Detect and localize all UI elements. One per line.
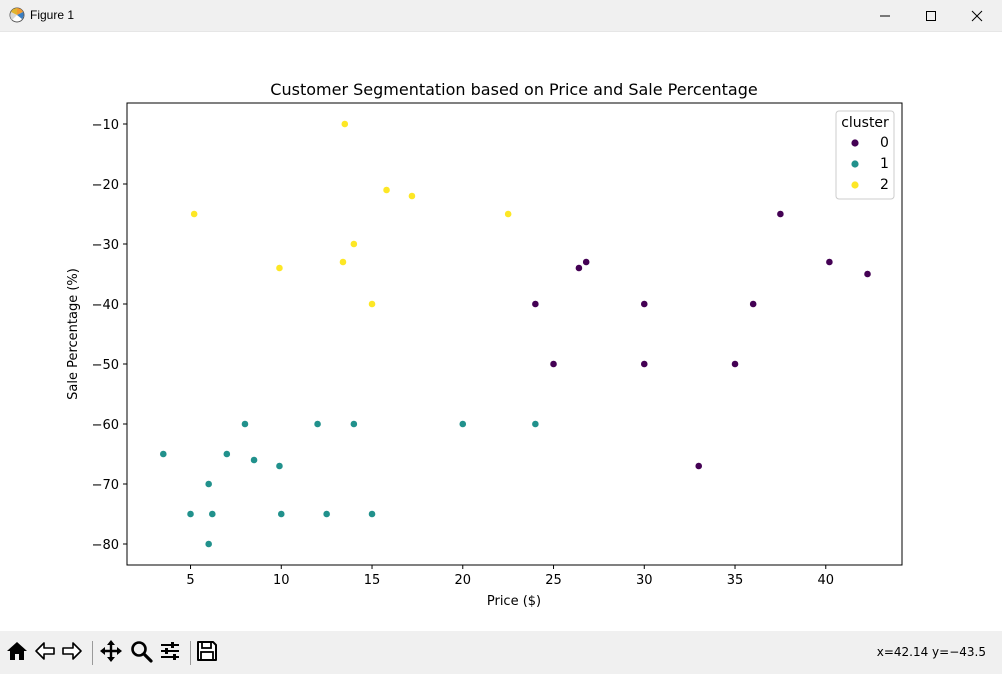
data-point-cluster-1 [350,420,357,427]
data-point-cluster-2 [383,186,390,193]
y-axis-label: Sale Percentage (%) [66,268,81,400]
data-point-cluster-1 [160,450,167,457]
minimize-icon [879,10,891,22]
y-tick-label: −60 [92,418,119,433]
x-tick-label: 40 [817,573,834,588]
y-tick-label: −50 [92,358,119,373]
data-point-cluster-0 [641,360,648,367]
navigation-toolbar: x=42.14 y=−43.5 [0,631,1002,674]
x-tick-label: 10 [273,573,290,588]
back-arrow-icon [33,639,57,667]
zoom-magnifier-icon [129,639,153,667]
data-point-cluster-1 [241,420,248,427]
x-axis-ticks: 5 10 15 20 25 30 35 40 [186,565,834,588]
close-icon [971,10,983,22]
home-icon [5,639,29,667]
window-titlebar: Figure 1 [0,0,1002,32]
x-tick-label: 35 [727,573,744,588]
data-point-cluster-1 [276,462,283,469]
data-point-cluster-0 [583,258,590,265]
maximize-icon [925,10,937,22]
data-point-cluster-1 [205,540,212,547]
toolbar-separator [190,641,191,665]
x-tick-label: 30 [636,573,653,588]
home-button[interactable] [3,639,31,667]
y-tick-label: −30 [92,238,119,253]
data-point-cluster-2 [191,210,198,217]
data-point-cluster-1 [187,510,194,517]
data-point-cluster-0 [777,210,784,217]
plot-area [127,103,902,565]
window-title: Figure 1 [30,8,74,22]
y-tick-label: −40 [92,298,119,313]
data-point-cluster-1 [205,480,212,487]
forward-arrow-icon [60,639,84,667]
chart-title: Customer Segmentation based on Price and… [270,80,757,99]
legend: cluster 0 1 2 [836,111,894,199]
pan-button[interactable] [97,639,125,667]
legend-label-1: 1 [880,156,889,172]
data-point-cluster-1 [250,456,257,463]
data-point-cluster-2 [341,120,348,127]
data-point-cluster-1 [532,420,539,427]
close-button[interactable] [954,0,1000,31]
data-point-cluster-2 [350,240,357,247]
legend-marker-0 [851,139,858,146]
data-point-cluster-1 [323,510,330,517]
legend-marker-2 [851,181,858,188]
legend-label-2: 2 [880,177,889,193]
legend-marker-1 [851,160,858,167]
matplotlib-app-icon [8,6,26,24]
data-point-cluster-1 [314,420,321,427]
data-point-cluster-1 [459,420,466,427]
legend-title: cluster [841,115,889,131]
figure-canvas[interactable]: Customer Segmentation based on Price and… [0,31,1002,631]
data-point-cluster-1 [223,450,230,457]
data-point-cluster-1 [209,510,216,517]
minimize-button[interactable] [862,0,908,31]
save-floppy-icon [195,639,219,667]
cursor-coordinates: x=42.14 y=−43.5 [877,645,986,659]
data-point-cluster-0 [575,264,582,271]
data-point-cluster-2 [505,210,512,217]
configure-subplots-button[interactable] [156,639,184,667]
data-point-cluster-0 [731,360,738,367]
pan-move-icon [99,639,123,667]
data-point-cluster-2 [339,258,346,265]
data-point-cluster-0 [864,270,871,277]
data-point-cluster-0 [550,360,557,367]
data-point-cluster-2 [408,192,415,199]
maximize-button[interactable] [908,0,954,31]
sliders-icon [158,639,182,667]
data-point-cluster-0 [750,300,757,307]
x-tick-label: 15 [364,573,381,588]
x-tick-label: 25 [545,573,562,588]
data-point-cluster-0 [641,300,648,307]
y-tick-label: −10 [92,118,119,133]
zoom-button[interactable] [127,639,155,667]
data-point-cluster-0 [826,258,833,265]
forward-button[interactable] [58,639,86,667]
y-tick-label: −20 [92,178,119,193]
data-point-cluster-1 [368,510,375,517]
data-point-cluster-1 [278,510,285,517]
save-button[interactable] [193,639,221,667]
data-point-cluster-0 [695,462,702,469]
data-point-cluster-0 [532,300,539,307]
data-point-cluster-2 [276,264,283,271]
x-tick-label: 5 [186,573,194,588]
y-tick-label: −70 [92,478,119,493]
data-point-cluster-2 [368,300,375,307]
y-tick-label: −80 [92,538,119,553]
y-axis-ticks: −10 −20 −30 −40 −50 −60 −70 −80 [92,118,127,553]
legend-label-0: 0 [880,135,889,151]
toolbar-separator [92,641,93,665]
back-button[interactable] [31,639,59,667]
x-tick-label: 20 [454,573,471,588]
x-axis-label: Price ($) [487,594,541,609]
